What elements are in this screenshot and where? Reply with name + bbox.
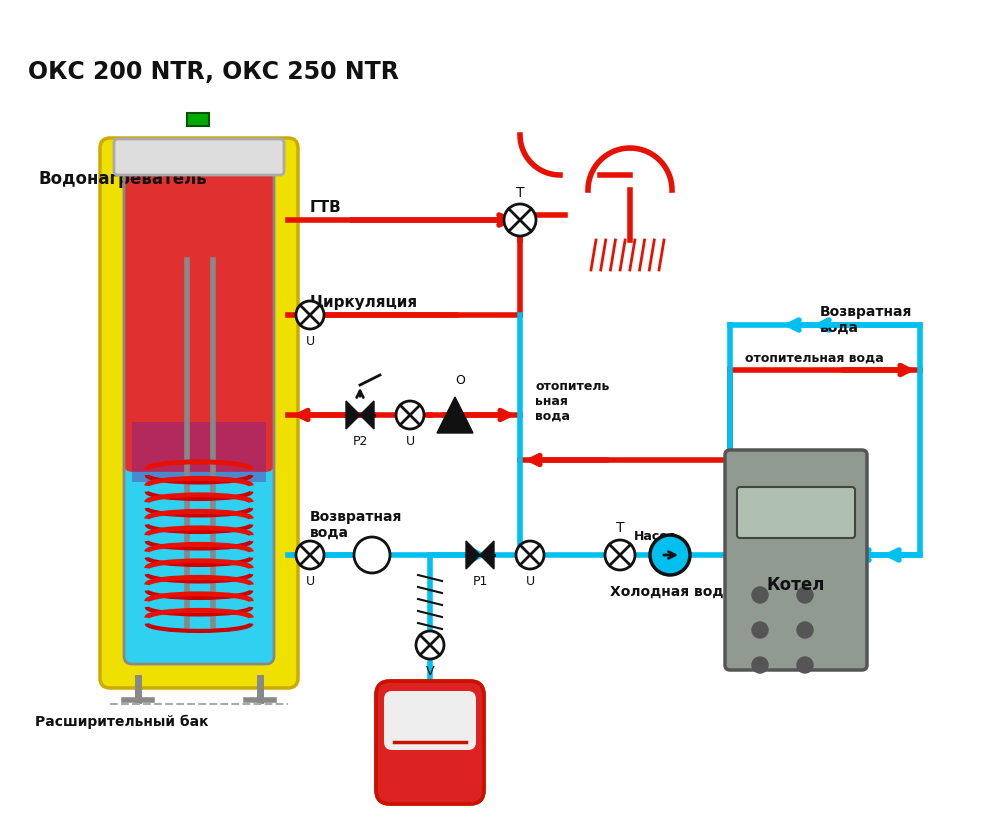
Text: Холодная вода: Холодная вода bbox=[610, 585, 733, 599]
Text: отопительная вода: отопительная вода bbox=[745, 352, 884, 365]
Polygon shape bbox=[346, 401, 360, 429]
Text: Расширительный бак: Расширительный бак bbox=[35, 715, 209, 729]
Circle shape bbox=[416, 631, 444, 659]
Text: ОКС 200 NTR, ОКС 250 NTR: ОКС 200 NTR, ОКС 250 NTR bbox=[28, 60, 399, 84]
Circle shape bbox=[504, 204, 536, 236]
Circle shape bbox=[752, 587, 768, 603]
Text: Возвратная
вода: Возвратная вода bbox=[820, 305, 912, 335]
Circle shape bbox=[752, 657, 768, 673]
Text: Возвратная
вода: Возвратная вода bbox=[310, 510, 402, 540]
Text: Насос: Насос bbox=[634, 530, 676, 543]
Text: U: U bbox=[525, 575, 534, 588]
Text: отопитель
ьная
вода: отопитель ьная вода bbox=[535, 380, 609, 423]
Text: O: O bbox=[455, 374, 464, 387]
Circle shape bbox=[516, 541, 544, 569]
Circle shape bbox=[296, 301, 324, 329]
Text: U: U bbox=[305, 575, 315, 588]
Circle shape bbox=[296, 541, 324, 569]
Text: V: V bbox=[426, 665, 434, 678]
Text: T: T bbox=[516, 186, 524, 200]
FancyBboxPatch shape bbox=[114, 139, 284, 175]
Text: U: U bbox=[405, 435, 414, 448]
Circle shape bbox=[797, 587, 813, 603]
FancyBboxPatch shape bbox=[737, 487, 855, 538]
Circle shape bbox=[797, 657, 813, 673]
Text: Котел: Котел bbox=[767, 576, 826, 594]
FancyBboxPatch shape bbox=[725, 450, 867, 670]
Circle shape bbox=[354, 537, 390, 573]
FancyBboxPatch shape bbox=[124, 444, 274, 664]
Text: Циркуляция: Циркуляция bbox=[310, 295, 418, 310]
Circle shape bbox=[752, 622, 768, 638]
Text: T: T bbox=[616, 521, 624, 535]
Text: P1: P1 bbox=[472, 575, 488, 588]
Polygon shape bbox=[480, 541, 494, 569]
Circle shape bbox=[605, 540, 635, 570]
Polygon shape bbox=[466, 541, 480, 569]
Polygon shape bbox=[360, 401, 374, 429]
Text: U: U bbox=[305, 335, 315, 348]
Bar bbox=[132, 422, 266, 482]
Circle shape bbox=[797, 622, 813, 638]
Polygon shape bbox=[437, 397, 473, 433]
Text: M: M bbox=[366, 549, 378, 561]
Text: Водонагреватель: Водонагреватель bbox=[38, 170, 207, 188]
Bar bbox=[187, 113, 209, 126]
FancyBboxPatch shape bbox=[124, 162, 274, 472]
Text: ГТВ: ГТВ bbox=[310, 200, 341, 215]
Circle shape bbox=[396, 401, 424, 429]
FancyBboxPatch shape bbox=[384, 691, 476, 750]
FancyBboxPatch shape bbox=[100, 138, 298, 688]
FancyBboxPatch shape bbox=[376, 681, 484, 804]
Text: P2: P2 bbox=[352, 435, 368, 448]
Circle shape bbox=[650, 535, 690, 575]
